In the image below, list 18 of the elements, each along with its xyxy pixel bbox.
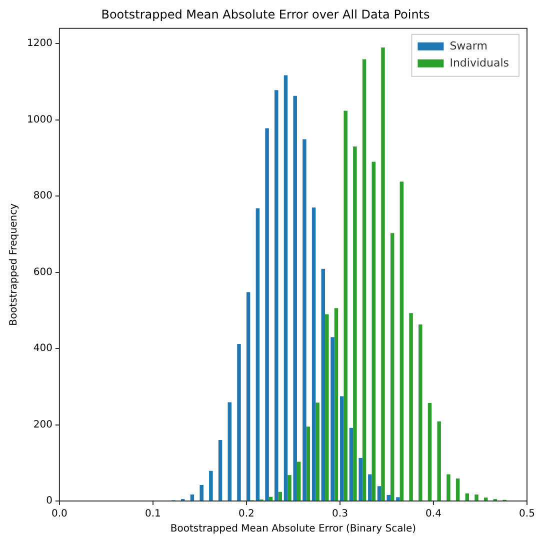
legend-label: Swarm — [450, 39, 488, 52]
y-tick-label: 600 — [33, 266, 52, 278]
legend-label: Individuals — [450, 56, 510, 70]
y-tick-label: 1200 — [26, 38, 52, 50]
y-tick-label: 400 — [33, 343, 52, 354]
chart-title: Bootstrapped Mean Absolute Error over All Data Points — [101, 7, 430, 22]
y-tick-label: 200 — [33, 419, 52, 430]
x-tick-label: 0.1 — [145, 508, 161, 520]
x-tick-label: 0.0 — [51, 508, 68, 520]
x-axis-title: Bootstrapped Mean Absolute Error (Binary Scale) — [170, 524, 416, 535]
y-tick-label: 800 — [33, 190, 52, 202]
x-tick-label: 0.3 — [332, 508, 348, 520]
x-tick-label: 0.4 — [426, 508, 442, 520]
y-axis-title: Bootstrapped Frequency — [8, 203, 20, 326]
y-tick-label: 0 — [46, 496, 52, 507]
x-tick-label: 0.2 — [238, 508, 254, 520]
x-tick-label: 0.5 — [519, 508, 535, 520]
y-tick-label: 1000 — [26, 114, 52, 126]
